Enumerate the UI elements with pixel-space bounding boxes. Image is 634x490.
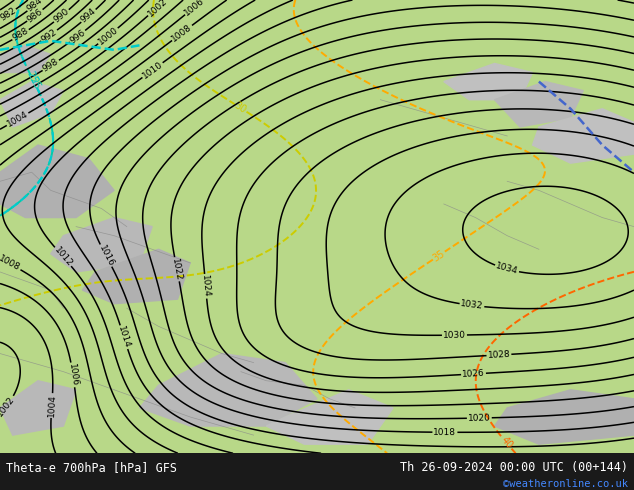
Text: Th 26-09-2024 00:00 UTC (00+144): Th 26-09-2024 00:00 UTC (00+144)	[399, 461, 628, 474]
Text: 1006: 1006	[183, 0, 207, 18]
Text: 1026: 1026	[462, 369, 485, 379]
Polygon shape	[51, 218, 152, 272]
Polygon shape	[533, 109, 634, 163]
Text: 1028: 1028	[488, 350, 510, 360]
Text: 1024: 1024	[200, 274, 211, 298]
Text: 1010: 1010	[141, 60, 164, 80]
Text: ©weatheronline.co.uk: ©weatheronline.co.uk	[503, 480, 628, 490]
Polygon shape	[495, 82, 583, 127]
Text: 998: 998	[41, 57, 60, 74]
Polygon shape	[444, 64, 533, 99]
Polygon shape	[0, 46, 51, 73]
Text: 1030: 1030	[443, 330, 466, 340]
Text: 1002: 1002	[146, 0, 169, 18]
Text: 1004: 1004	[47, 394, 57, 417]
Text: 1016: 1016	[97, 244, 115, 268]
Polygon shape	[0, 381, 76, 435]
Text: 1018: 1018	[434, 428, 456, 437]
Text: 1020: 1020	[468, 413, 491, 423]
Text: 1006: 1006	[67, 363, 79, 387]
Text: 25: 25	[27, 75, 42, 91]
Text: 990: 990	[52, 7, 71, 25]
Text: 1008: 1008	[0, 254, 22, 273]
Text: 30: 30	[233, 100, 249, 116]
Text: 994: 994	[79, 7, 98, 25]
Text: 1034: 1034	[495, 262, 519, 276]
Text: 35: 35	[431, 248, 447, 263]
Text: 1014: 1014	[116, 325, 132, 349]
Text: 984: 984	[25, 0, 44, 14]
Polygon shape	[266, 390, 393, 444]
Text: 1000: 1000	[96, 25, 120, 47]
Polygon shape	[82, 249, 190, 304]
Text: 40: 40	[499, 435, 515, 451]
Polygon shape	[139, 354, 317, 426]
Text: 992: 992	[40, 27, 59, 44]
Text: 1004: 1004	[6, 110, 30, 129]
Text: Theta-e 700hPa [hPa] GFS: Theta-e 700hPa [hPa] GFS	[6, 461, 178, 474]
Text: 982: 982	[0, 6, 18, 23]
Text: 986: 986	[25, 7, 44, 24]
Text: 1022: 1022	[171, 257, 183, 281]
Text: 996: 996	[68, 27, 87, 45]
Text: 988: 988	[11, 26, 30, 43]
Polygon shape	[0, 82, 63, 127]
Polygon shape	[495, 390, 634, 444]
Text: 1002: 1002	[0, 394, 17, 418]
Text: 1012: 1012	[52, 245, 74, 269]
Polygon shape	[0, 145, 114, 218]
Text: 1032: 1032	[460, 299, 484, 311]
Text: 25: 25	[24, 69, 39, 85]
Text: 1008: 1008	[170, 23, 194, 44]
